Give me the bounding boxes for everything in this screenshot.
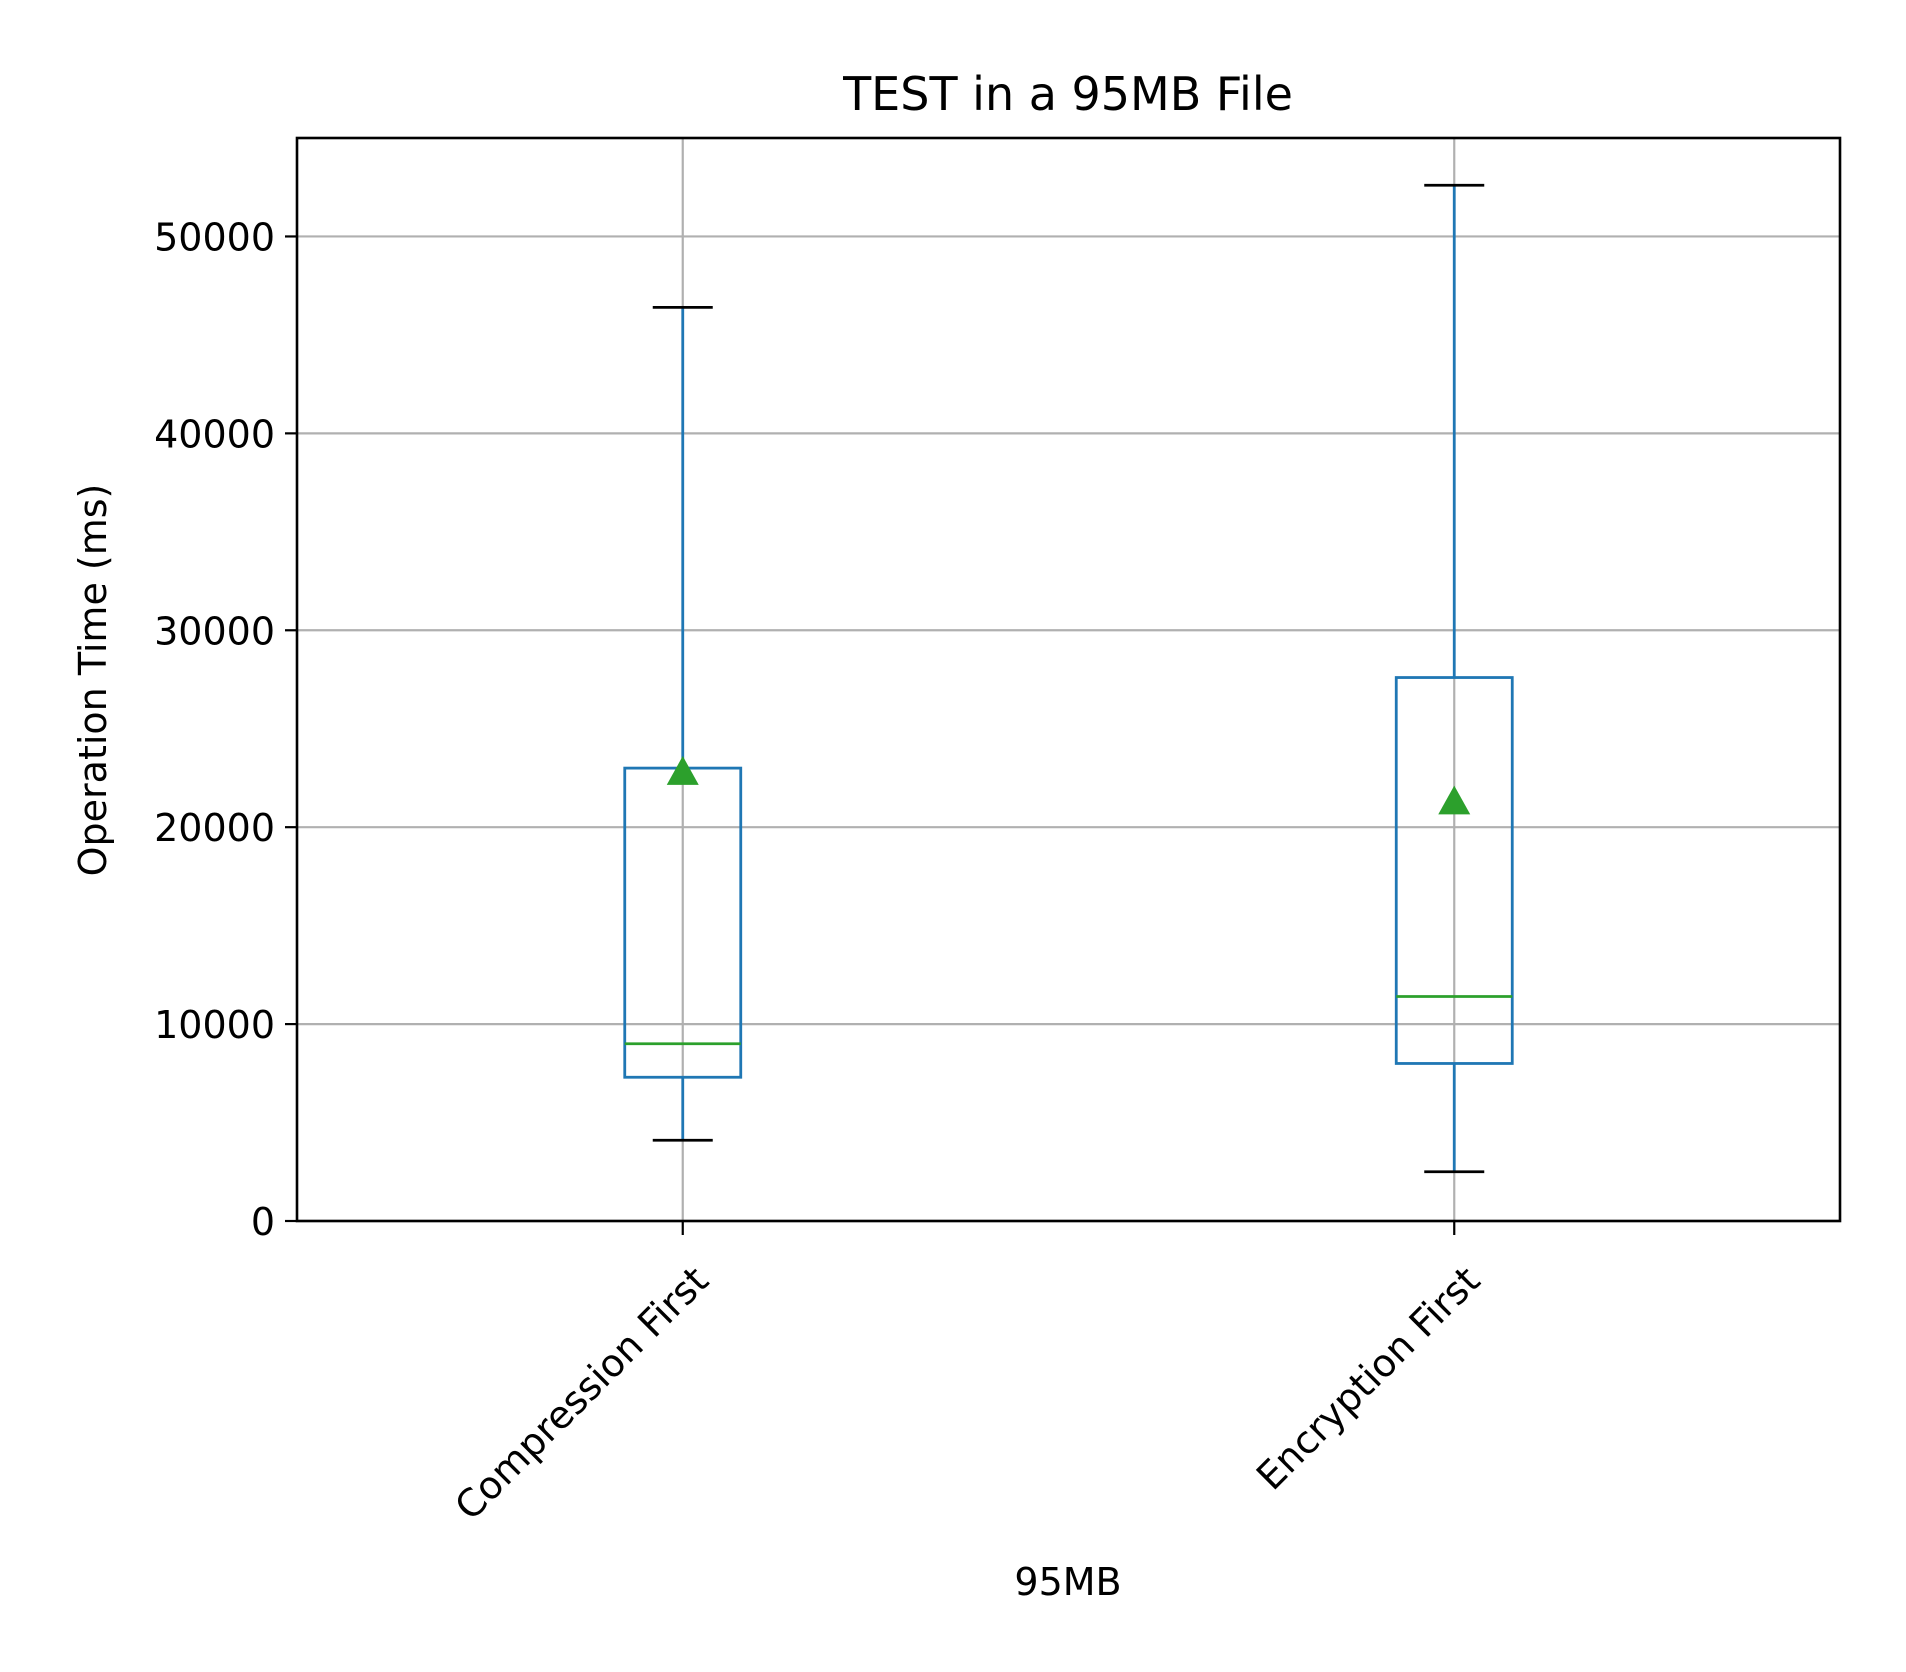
grid-lines: [297, 138, 1840, 1223]
x-axis: Compression First Encryption First: [446, 1221, 1488, 1529]
iqr-box: [1394, 676, 1514, 1065]
y-tick-label: 30000: [154, 609, 275, 653]
chart-title: TEST in a 95MB File: [842, 67, 1293, 121]
y-tick-label: 40000: [154, 412, 275, 456]
y-tick-label: 20000: [154, 806, 275, 850]
y-tick-label: 0: [251, 1200, 275, 1244]
mean-marker: [666, 756, 699, 785]
mean-marker: [1438, 785, 1471, 815]
y-tick-label: 50000: [154, 215, 275, 259]
y-tick-label: 10000: [154, 1003, 275, 1047]
x-tick-label: Compression First: [446, 1258, 717, 1529]
box-2: [1394, 183, 1514, 1174]
plot-frame: [295, 136, 1842, 1223]
y-axis: 0 10000 20000 30000 40000 50000: [154, 215, 297, 1244]
box-series: [623, 183, 1514, 1174]
x-tick-label: Encryption First: [1248, 1258, 1488, 1498]
y-axis-label: Operation Time (ms): [71, 484, 115, 877]
x-axis-label: 95MB: [1014, 1560, 1121, 1604]
box-1: [623, 305, 743, 1142]
